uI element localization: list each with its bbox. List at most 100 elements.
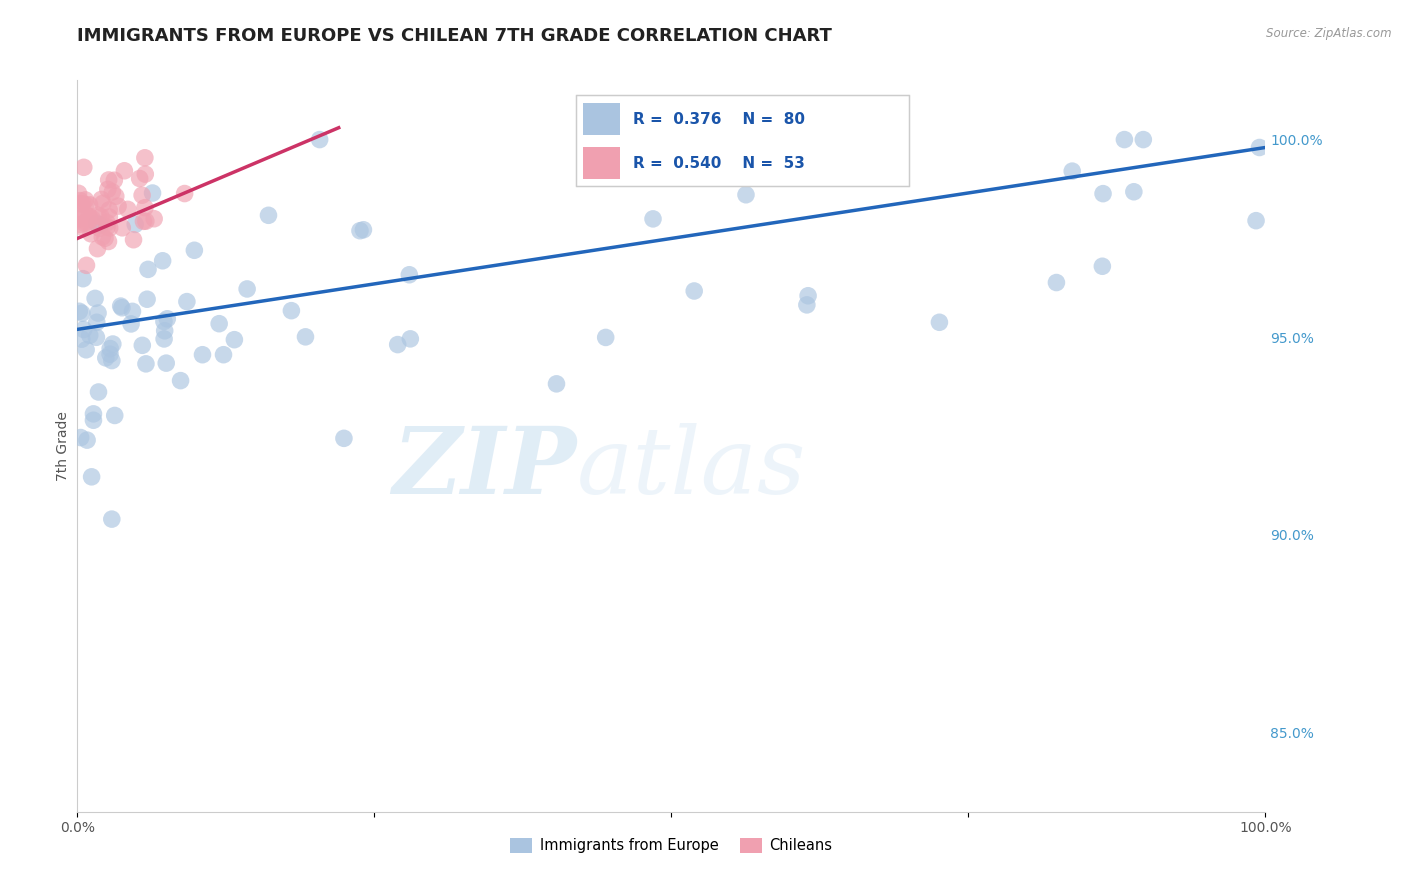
Point <box>152 253 174 268</box>
Point <box>132 214 155 228</box>
Point <box>82 211 104 226</box>
Point <box>94 231 117 245</box>
Point <box>183 244 205 258</box>
Point <box>110 299 132 313</box>
Point <box>86 242 108 256</box>
Point <box>98 347 121 361</box>
Point <box>97 173 120 187</box>
Point <box>294 330 316 344</box>
Point <box>89 221 111 235</box>
Point <box>69 194 91 208</box>
Point <box>104 189 127 203</box>
Point <box>131 188 153 202</box>
Point <box>79 212 101 227</box>
Point <box>224 333 246 347</box>
Point <box>131 338 153 352</box>
Point <box>98 221 121 235</box>
Point <box>69 431 91 445</box>
Point <box>212 348 235 362</box>
Point <box>135 357 157 371</box>
Point <box>103 173 125 187</box>
Point <box>176 294 198 309</box>
Point <box>96 219 118 234</box>
Point <box>111 301 134 315</box>
Point <box>73 161 96 175</box>
Point <box>1249 140 1271 154</box>
Point <box>89 218 111 232</box>
Point <box>91 230 114 244</box>
Point <box>121 304 143 318</box>
Point <box>87 306 110 320</box>
Point <box>75 198 97 212</box>
Point <box>72 271 94 285</box>
Point <box>135 214 157 228</box>
Point <box>280 303 302 318</box>
Point <box>72 196 94 211</box>
Point <box>70 306 93 320</box>
Point <box>1091 259 1114 273</box>
Point <box>124 218 146 232</box>
Point <box>1062 164 1084 178</box>
Legend: Immigrants from Europe, Chileans: Immigrants from Europe, Chileans <box>505 832 838 859</box>
Point <box>143 211 166 226</box>
Point <box>136 292 159 306</box>
Point <box>86 315 108 329</box>
Point <box>1114 132 1136 146</box>
Point <box>67 186 90 201</box>
Point <box>796 298 818 312</box>
Point <box>98 210 121 224</box>
Point <box>399 332 422 346</box>
Point <box>98 202 121 217</box>
Point <box>134 201 156 215</box>
Point <box>111 220 134 235</box>
Point <box>153 332 176 346</box>
Point <box>67 211 90 226</box>
Point <box>191 348 214 362</box>
Point <box>134 167 156 181</box>
Point <box>153 314 176 328</box>
Point <box>117 202 139 217</box>
Point <box>236 282 259 296</box>
Point <box>112 163 135 178</box>
Point <box>82 407 104 421</box>
Point <box>398 268 420 282</box>
Point <box>546 376 568 391</box>
Point <box>96 216 118 230</box>
Point <box>818 149 841 163</box>
Point <box>75 215 97 229</box>
Point <box>72 211 94 226</box>
Point <box>735 187 758 202</box>
Point <box>641 211 664 226</box>
Point <box>101 337 124 351</box>
Point <box>595 150 617 164</box>
Point <box>87 208 110 222</box>
Point <box>84 292 107 306</box>
Point <box>75 193 97 207</box>
Point <box>683 284 706 298</box>
Point <box>107 199 129 213</box>
Point <box>90 210 112 224</box>
Point <box>69 217 91 231</box>
Point <box>67 304 90 318</box>
Point <box>208 317 231 331</box>
Point <box>928 315 950 329</box>
Point <box>153 324 176 338</box>
Point <box>1122 185 1144 199</box>
Point <box>169 374 191 388</box>
Point <box>308 132 330 146</box>
Point <box>76 258 98 272</box>
Y-axis label: 7th Grade: 7th Grade <box>56 411 70 481</box>
Point <box>120 317 142 331</box>
Text: Source: ZipAtlas.com: Source: ZipAtlas.com <box>1267 27 1392 40</box>
Text: ZIP: ZIP <box>392 423 576 513</box>
Point <box>98 342 121 356</box>
Point <box>90 193 112 207</box>
Point <box>82 413 104 427</box>
Text: IMMIGRANTS FROM EUROPE VS CHILEAN 7TH GRADE CORRELATION CHART: IMMIGRANTS FROM EUROPE VS CHILEAN 7TH GR… <box>77 27 832 45</box>
Point <box>349 224 371 238</box>
Point <box>136 262 159 277</box>
Point <box>73 216 96 230</box>
Point <box>87 384 110 399</box>
Point <box>101 512 124 526</box>
Text: atlas: atlas <box>576 423 806 513</box>
